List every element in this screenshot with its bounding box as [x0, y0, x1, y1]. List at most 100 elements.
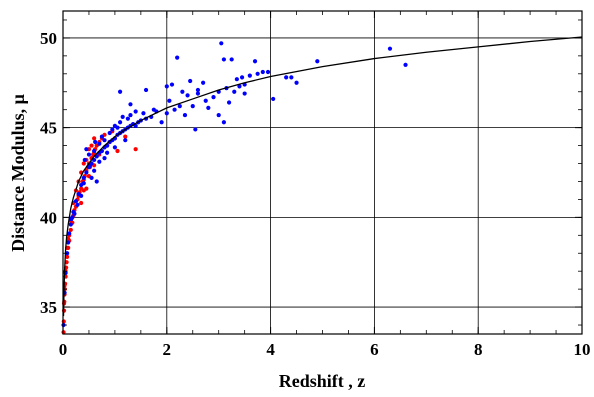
data-point	[232, 89, 237, 94]
data-point	[182, 112, 188, 118]
data-point	[86, 152, 92, 157]
y-tick-label: 45	[40, 119, 57, 138]
data-point	[115, 148, 120, 154]
data-point	[175, 55, 180, 60]
data-point	[66, 240, 71, 245]
data-point	[133, 109, 138, 114]
data-point	[188, 78, 193, 84]
data-point	[206, 105, 211, 110]
data-point	[65, 254, 70, 259]
data-point	[123, 138, 128, 143]
x-axis-label: Redshift , z	[279, 371, 366, 391]
data-point	[107, 130, 112, 136]
data-point	[92, 168, 97, 173]
data-point	[67, 231, 72, 236]
data-point	[195, 87, 201, 93]
data-point	[128, 102, 133, 107]
data-point	[128, 112, 133, 118]
data-point	[93, 139, 98, 145]
data-point	[193, 127, 198, 132]
x-tick-label: 4	[266, 340, 275, 359]
data-point	[79, 193, 84, 198]
y-tick-label: 40	[40, 208, 57, 227]
data-point	[229, 57, 234, 62]
data-point	[89, 143, 94, 148]
data-point	[115, 125, 120, 130]
data-point	[315, 59, 320, 64]
data-point	[92, 136, 97, 141]
data-point	[201, 80, 206, 85]
data-point	[68, 227, 73, 233]
data-point	[123, 134, 128, 139]
data-point	[81, 175, 86, 180]
data-point	[177, 104, 182, 109]
data-point	[105, 150, 110, 155]
y-axis-label: Distance Modulus, μ	[8, 94, 28, 252]
data-point	[69, 217, 74, 222]
data-layer	[61, 36, 583, 335]
data-point	[102, 138, 107, 143]
data-point	[185, 93, 190, 98]
axis-ticks	[62, 11, 583, 334]
data-point	[97, 159, 102, 164]
data-point	[216, 112, 221, 118]
data-point	[133, 147, 138, 152]
grid-lines	[63, 11, 582, 334]
data-point	[84, 170, 89, 175]
data-point	[117, 89, 123, 94]
data-point	[84, 147, 89, 152]
fit-curve	[62, 36, 583, 317]
x-tick-label: 6	[370, 340, 379, 359]
tick-labels: 0 2 4 6 8 10 35 40 45 50	[40, 29, 591, 359]
data-point	[265, 69, 271, 75]
data-point	[81, 181, 86, 186]
data-point	[284, 75, 289, 80]
data-point	[110, 127, 115, 132]
data-point	[169, 82, 175, 87]
data-point	[221, 120, 226, 125]
data-point	[61, 319, 66, 324]
y-tick-label: 35	[40, 298, 57, 317]
y-tick-label: 50	[40, 29, 57, 48]
data-point	[211, 95, 216, 100]
x-tick-label: 0	[59, 340, 68, 359]
data-point	[195, 91, 201, 96]
data-point	[97, 141, 102, 146]
data-point	[255, 71, 260, 76]
data-point	[167, 98, 172, 103]
data-point	[68, 222, 73, 227]
data-point	[81, 161, 86, 166]
data-point	[234, 77, 239, 82]
data-point	[252, 59, 258, 64]
data-point	[72, 211, 77, 216]
data-point	[99, 134, 105, 139]
data-point	[239, 75, 245, 80]
data-point	[172, 107, 177, 112]
data-point	[141, 111, 146, 116]
data-point	[125, 116, 130, 121]
x-tick-label: 2	[163, 340, 172, 359]
data-point	[164, 111, 169, 116]
data-point	[242, 91, 247, 96]
data-point	[89, 175, 94, 180]
data-point	[271, 96, 276, 102]
data-point	[94, 179, 99, 184]
data-point	[143, 87, 149, 93]
data-point	[73, 199, 79, 204]
data-point	[237, 84, 242, 89]
data-point	[180, 89, 185, 94]
data-point	[221, 57, 226, 62]
data-point	[403, 62, 408, 67]
data-point	[102, 156, 107, 161]
data-point	[82, 157, 87, 163]
data-point	[164, 84, 169, 89]
data-point	[84, 186, 89, 191]
data-point	[260, 69, 265, 75]
data-point	[387, 46, 393, 51]
x-tick-label: 8	[474, 340, 483, 359]
data-point	[79, 200, 84, 206]
data-point	[159, 120, 164, 125]
data-point	[75, 202, 80, 207]
data-point	[289, 75, 294, 80]
